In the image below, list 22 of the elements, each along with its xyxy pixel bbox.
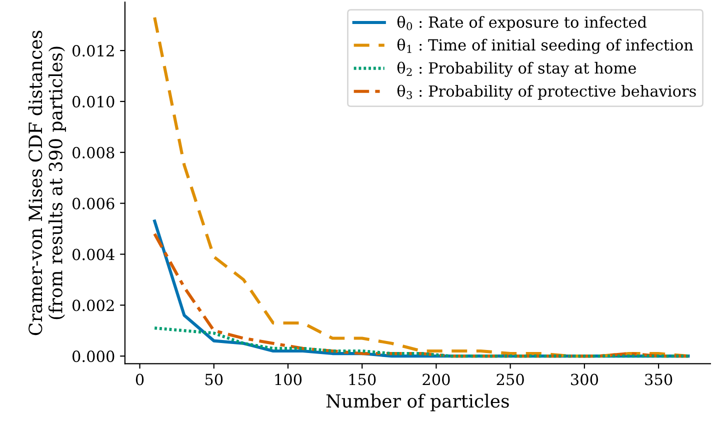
y-tick-label: 0.000 xyxy=(72,350,114,362)
x-tick-label: 350 xyxy=(645,374,672,386)
x-tick-label: 100 xyxy=(275,374,302,386)
line-series xyxy=(153,326,690,358)
y-tick-label: 0.012 xyxy=(72,45,114,57)
legend-label: θ$_{2}$ : Probability of stay at home xyxy=(397,62,636,77)
y-tick-label: 0.004 xyxy=(72,248,114,260)
legend-label: θ$_{1}$ : Time of initial seeding of infection xyxy=(397,38,694,54)
x-tick-label: 300 xyxy=(571,374,598,386)
x-tick-label: 200 xyxy=(422,374,450,386)
legend-label: θ$_{0}$ : Rate of exposure to infected xyxy=(397,16,647,31)
y-tick-label: 0.010 xyxy=(72,96,114,108)
y-axis-title: Cramer-von Mises CDF distances (from results at 390 particles) xyxy=(28,30,66,336)
legend-label: θ$_{3}$ : Probability of protective behaviors xyxy=(397,84,696,100)
x-tick-label: 150 xyxy=(349,374,376,386)
x-tick-label: 50 xyxy=(205,374,223,386)
x-tick-label: 250 xyxy=(496,374,524,386)
y-tick-label: 0.008 xyxy=(72,146,114,158)
x-tick-label: 0 xyxy=(136,374,144,386)
x-axis-title: Number of particles xyxy=(326,394,509,412)
y-tick-label: 0.006 xyxy=(72,198,114,210)
y-tick-label: 0.002 xyxy=(72,300,114,312)
